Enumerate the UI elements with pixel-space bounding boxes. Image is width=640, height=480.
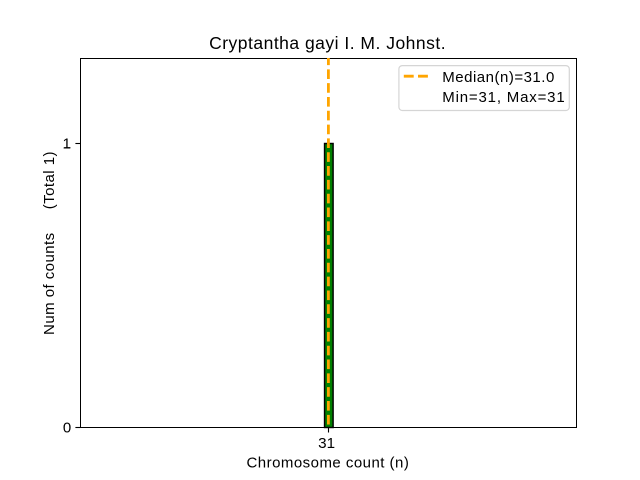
svg-text:0: 0 [63,420,71,437]
svg-text:Median(n)=31.0: Median(n)=31.0 [442,69,554,86]
svg-text:31: 31 [318,435,335,452]
svg-text:Cryptantha gayi I. M. Johnst.: Cryptantha gayi I. M. Johnst. [209,33,446,53]
svg-text:Num of counts (Total 1): Num of counts (Total 1) [41,151,58,335]
svg-text:Chromosome count (n): Chromosome count (n) [247,454,410,471]
svg-text:1: 1 [63,135,71,152]
svg-text:Min=31, Max=31: Min=31, Max=31 [442,89,565,106]
